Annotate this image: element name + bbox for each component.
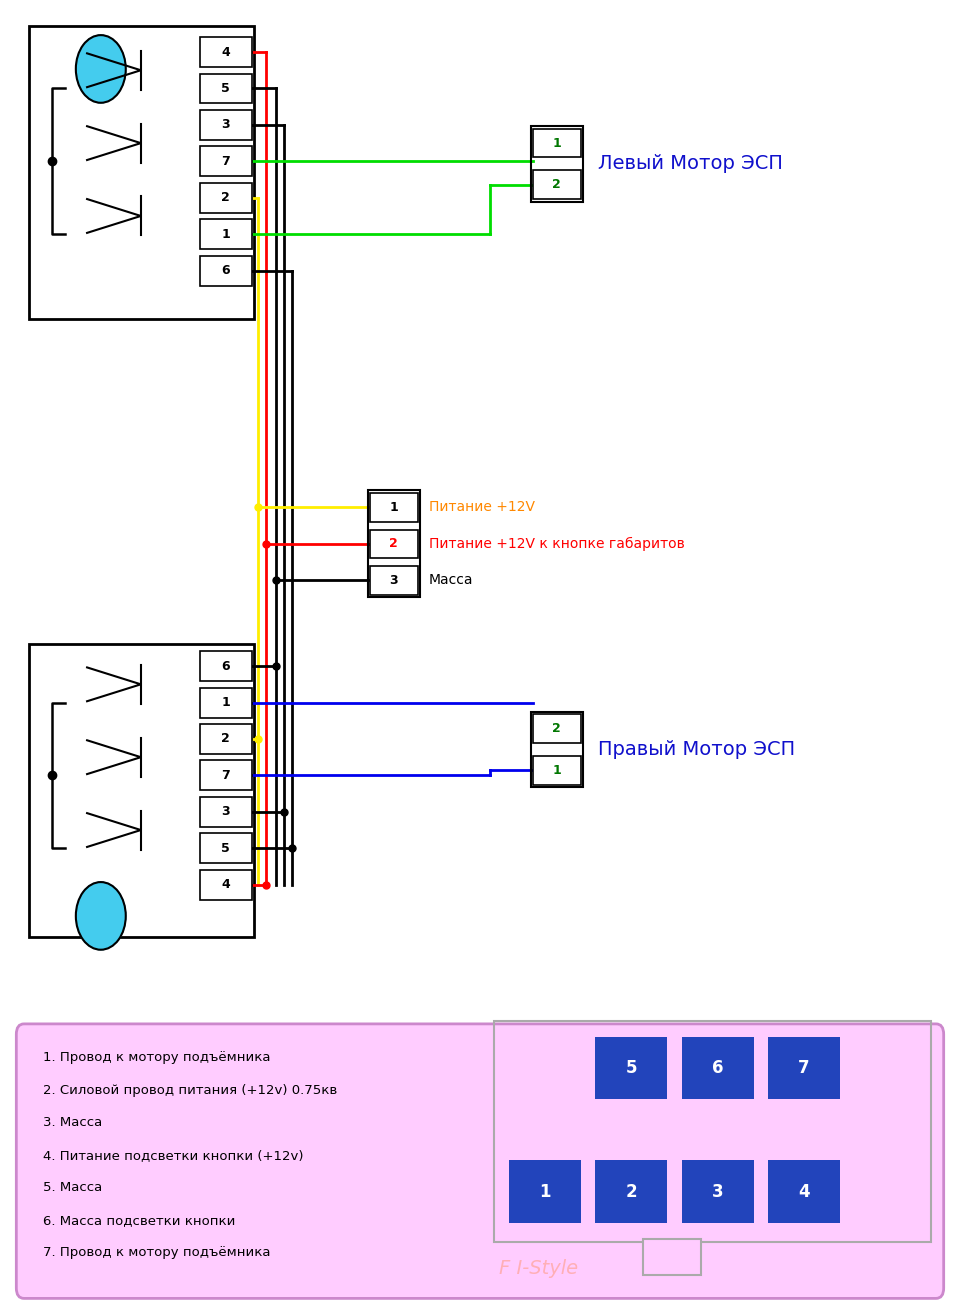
Text: Правый Мотор ЭСП: Правый Мотор ЭСП (598, 740, 795, 758)
Text: 6. Масса подсветки кнопки: 6. Масса подсветки кнопки (43, 1214, 235, 1227)
Bar (533, 756, 581, 785)
Text: 3: 3 (222, 805, 229, 818)
Bar (200, 147, 252, 177)
Bar (494, 1021, 931, 1242)
Bar (200, 111, 252, 141)
Text: 5. Масса: 5. Масса (43, 1181, 103, 1194)
Circle shape (76, 882, 126, 950)
Text: Питание +12V: Питание +12V (429, 501, 535, 514)
Text: 4: 4 (221, 878, 230, 891)
Text: 2: 2 (221, 191, 230, 204)
Text: 4: 4 (221, 46, 230, 59)
Text: 2: 2 (625, 1183, 637, 1201)
Circle shape (76, 35, 126, 103)
Text: 7: 7 (221, 155, 230, 168)
Text: 5: 5 (221, 82, 230, 95)
Text: 2: 2 (552, 722, 562, 735)
Text: 2: 2 (221, 732, 230, 745)
Bar (368, 490, 420, 597)
Text: 1: 1 (552, 764, 562, 777)
Text: 5: 5 (626, 1059, 636, 1077)
Text: 2. Силовой провод питания (+12v) 0.75кв: 2. Силовой провод питания (+12v) 0.75кв (43, 1084, 338, 1097)
Text: 1: 1 (540, 1183, 550, 1201)
Bar (595, 1160, 667, 1223)
Text: 7. Провод к мотору подъёмника: 7. Провод к мотору подъёмника (43, 1246, 271, 1259)
Text: 4. Питание подсветки кнопки (+12v): 4. Питание подсветки кнопки (+12v) (43, 1149, 303, 1162)
Bar (531, 712, 583, 787)
Bar (768, 1037, 840, 1099)
Bar (595, 1037, 667, 1099)
Text: 1: 1 (552, 137, 562, 150)
Text: F I-Style: F I-Style (499, 1259, 578, 1278)
Text: 4: 4 (798, 1183, 810, 1201)
Text: Масса: Масса (429, 574, 473, 587)
Text: 7: 7 (798, 1059, 810, 1077)
Bar (200, 183, 252, 213)
Bar (370, 530, 418, 558)
Text: 1. Провод к мотору подъёмника: 1. Провод к мотору подъёмника (43, 1051, 271, 1064)
Bar (533, 129, 581, 157)
Bar (200, 688, 252, 718)
Bar (29, 26, 254, 319)
Bar (200, 834, 252, 864)
Bar (531, 126, 583, 202)
Bar (682, 1160, 754, 1223)
Bar (533, 714, 581, 743)
Bar (200, 652, 252, 682)
Bar (200, 723, 252, 755)
Text: Левый Мотор ЭСП: Левый Мотор ЭСП (598, 155, 783, 173)
Text: 3. Масса: 3. Масса (43, 1116, 103, 1129)
Text: 1: 1 (221, 228, 230, 241)
Text: 2: 2 (552, 178, 562, 191)
Text: 5: 5 (221, 842, 230, 855)
Text: 3: 3 (711, 1183, 724, 1201)
Bar (643, 1239, 701, 1275)
Text: 1: 1 (221, 696, 230, 709)
Bar (682, 1037, 754, 1099)
Bar (29, 644, 254, 937)
Bar (200, 760, 252, 791)
Bar (370, 493, 418, 522)
Text: 7: 7 (221, 769, 230, 782)
Text: 6: 6 (222, 660, 229, 673)
Bar (768, 1160, 840, 1223)
Text: Питание +12V к кнопке габаритов: Питание +12V к кнопке габаритов (429, 537, 684, 550)
Text: 1: 1 (389, 501, 398, 514)
Bar (200, 74, 252, 104)
Bar (200, 220, 252, 250)
Bar (509, 1160, 581, 1223)
Text: 2: 2 (389, 537, 398, 550)
Bar (533, 170, 581, 199)
Bar (200, 38, 252, 68)
Text: 3: 3 (390, 574, 397, 587)
Bar (200, 255, 252, 286)
Bar (200, 796, 252, 827)
Text: 6: 6 (712, 1059, 723, 1077)
Bar (200, 870, 252, 900)
Text: 3: 3 (222, 118, 229, 131)
Bar (370, 566, 418, 595)
FancyBboxPatch shape (16, 1024, 944, 1298)
Text: 6: 6 (222, 264, 229, 277)
